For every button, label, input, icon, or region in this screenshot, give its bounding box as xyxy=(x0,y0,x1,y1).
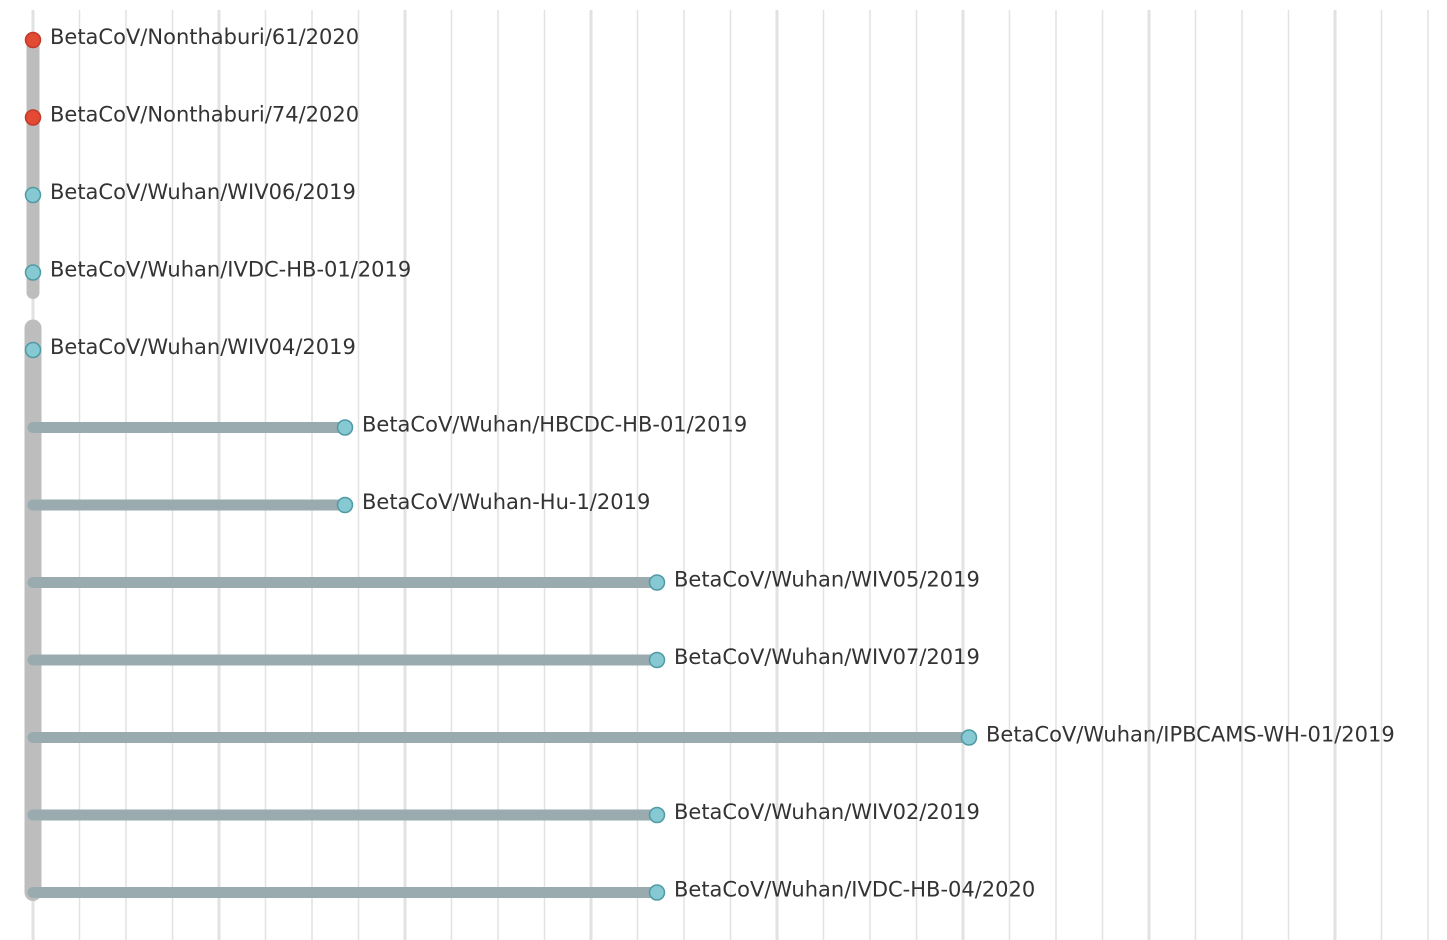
tip-label: BetaCoV/Wuhan/HBCDC-HB-01/2019 xyxy=(362,413,747,437)
tip-label: BetaCoV/Wuhan/IPBCAMS-WH-01/2019 xyxy=(986,723,1395,747)
tip-label: BetaCoV/Nonthaburi/74/2020 xyxy=(50,103,359,127)
tip-node-icon xyxy=(960,729,978,746)
tip-node-icon xyxy=(648,651,666,669)
tip-node-icon xyxy=(336,496,354,514)
tip: BetaCoV/Wuhan/HBCDC-HB-01/2019 xyxy=(336,413,747,437)
tip-label: BetaCoV/Wuhan/WIV02/2019 xyxy=(674,800,980,824)
tip-label: BetaCoV/Nonthaburi/61/2020 xyxy=(50,25,359,49)
tip: BetaCoV/Nonthaburi/74/2020 xyxy=(24,103,359,127)
tip-node-icon xyxy=(648,884,666,901)
divergence-grid xyxy=(31,10,1429,940)
tip-node-icon xyxy=(648,806,666,824)
tip-label: BetaCoV/Wuhan/WIV05/2019 xyxy=(674,568,980,592)
tip-node-icon xyxy=(24,109,42,126)
tip: BetaCoV/Wuhan/WIV04/2019 xyxy=(24,335,356,359)
tip-node-icon xyxy=(336,419,354,436)
tip-label: BetaCoV/Wuhan/IVDC-HB-01/2019 xyxy=(50,258,411,282)
tree-branches xyxy=(24,33,975,901)
tip: BetaCoV/Wuhan/WIV05/2019 xyxy=(648,568,980,592)
tip: BetaCoV/Wuhan/IVDC-HB-04/2020 xyxy=(648,878,1035,902)
tip-label: BetaCoV/Wuhan/WIV06/2019 xyxy=(50,180,356,204)
tip-label: BetaCoV/Wuhan/WIV07/2019 xyxy=(674,645,980,669)
tree-tips: BetaCoV/Nonthaburi/61/2020 BetaCoV/Nontha… xyxy=(24,25,1395,902)
tip-label: BetaCoV/Wuhan/WIV04/2019 xyxy=(50,335,356,359)
tip: BetaCoV/Wuhan/WIV02/2019 xyxy=(648,800,980,824)
tip: BetaCoV/Wuhan/IPBCAMS-WH-01/2019 xyxy=(960,723,1395,747)
tip-node-icon xyxy=(24,264,42,281)
tip: BetaCoV/Wuhan/WIV07/2019 xyxy=(648,645,980,669)
tip-label: BetaCoV/Wuhan/IVDC-HB-04/2020 xyxy=(674,878,1035,902)
tip-node-icon xyxy=(24,31,42,49)
tip: BetaCoV/Wuhan-Hu-1/2019 xyxy=(336,490,650,514)
tip-label: BetaCoV/Wuhan-Hu-1/2019 xyxy=(362,490,650,514)
tip: BetaCoV/Wuhan/IVDC-HB-01/2019 xyxy=(24,258,411,282)
tip-node-icon xyxy=(24,341,42,359)
tip-node-icon xyxy=(24,186,42,204)
tip-node-icon xyxy=(648,574,666,591)
tip: BetaCoV/Nonthaburi/61/2020 xyxy=(24,25,359,49)
tip: BetaCoV/Wuhan/WIV06/2019 xyxy=(24,180,356,204)
